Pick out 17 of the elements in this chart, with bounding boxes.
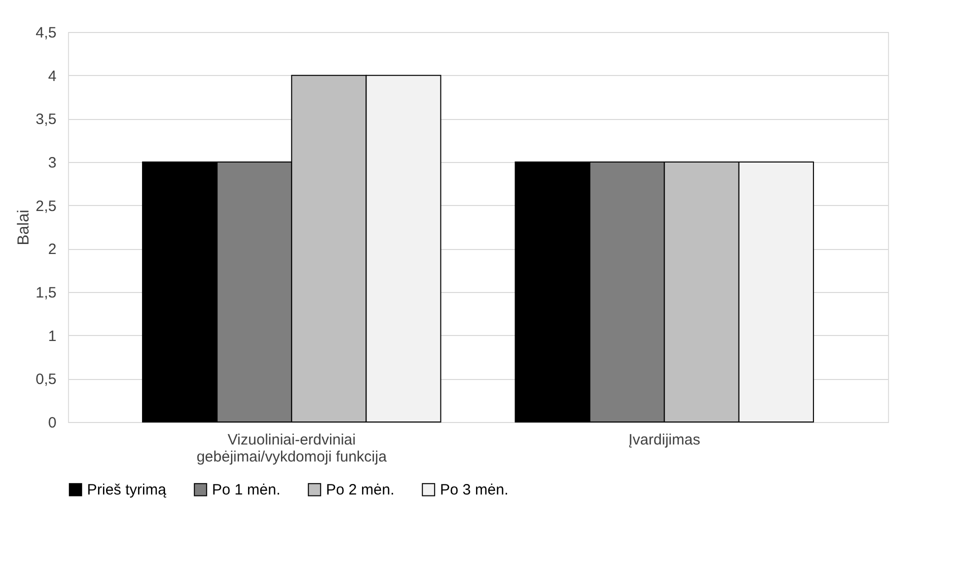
y-tick-label: 3 (48, 154, 56, 172)
y-tick-label: 0,5 (36, 371, 56, 388)
y-tick-label: 2 (48, 241, 56, 258)
y-tick-label: 3,5 (36, 111, 56, 128)
legend-label: Prieš tyrimą (87, 482, 167, 499)
y-tick-label: 1,5 (36, 284, 56, 302)
legend-label: Po 2 mėn. (326, 482, 394, 499)
legend-label: Po 3 mėn. (440, 482, 508, 499)
y-axis-title: Balai (16, 210, 33, 246)
y-tick-label: 4,5 (36, 24, 56, 42)
y-tick-label: 0 (48, 414, 56, 432)
x-tick-label: Įvardijimas (628, 432, 700, 448)
y-tick-label: 1 (48, 328, 56, 345)
y-tick-label: 4 (48, 68, 56, 85)
y-tick-label: 2,5 (36, 198, 56, 215)
x-tick-label: Vizuoliniai-erdviniai gebėjimai/vykdomoji funkcija (196, 432, 388, 466)
legend-label: Po 1 mėn. (212, 482, 280, 499)
